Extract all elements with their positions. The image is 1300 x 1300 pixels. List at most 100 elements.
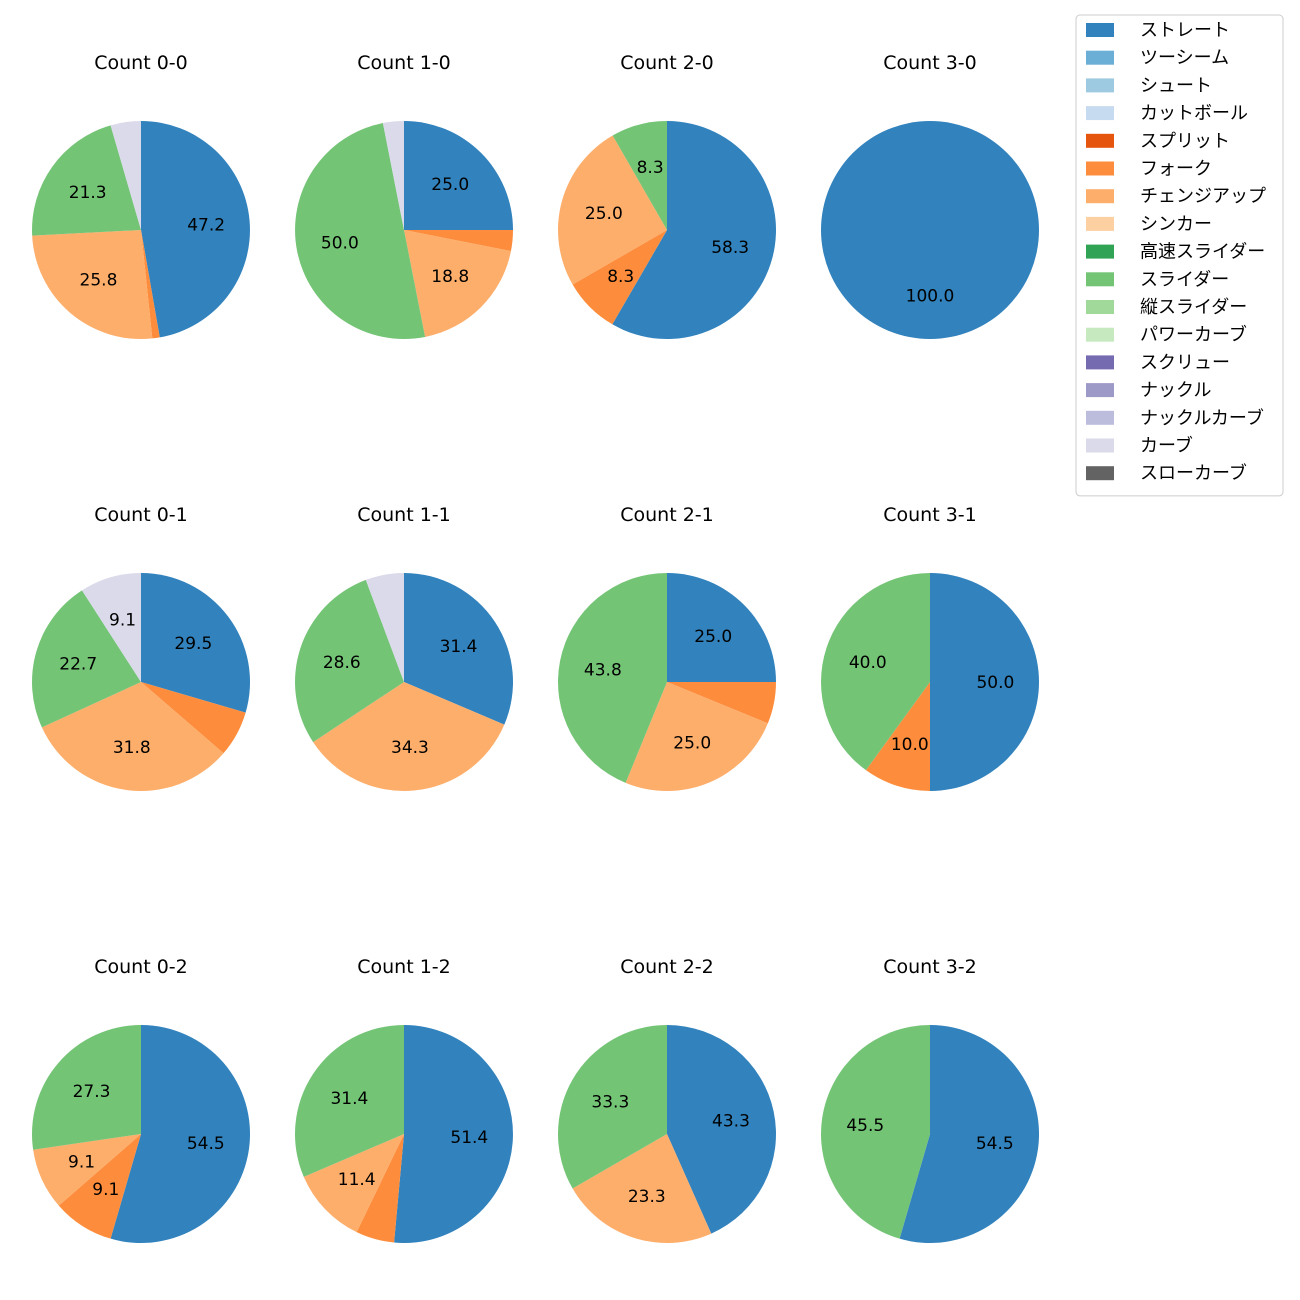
slice-label: 25.0 — [694, 627, 732, 647]
slice-label: 22.7 — [59, 655, 97, 675]
pie-slice — [31, 590, 141, 728]
pie-slice — [667, 1025, 776, 1234]
pie-slice — [365, 573, 404, 682]
pie-slice — [557, 1025, 667, 1189]
pie-slice — [404, 230, 511, 337]
legend-label: ナックルカーブ — [1140, 407, 1264, 429]
pie-title: Count 2-0 — [620, 52, 714, 74]
pie-title: Count 0-1 — [94, 504, 188, 526]
pie-slice — [141, 573, 251, 713]
legend-swatch — [1086, 133, 1114, 148]
legend-swatch — [1086, 438, 1114, 453]
slice-label: 43.3 — [712, 1111, 750, 1131]
pie-slice — [382, 120, 404, 230]
slice-label: 25.0 — [431, 175, 469, 195]
slice-label: 45.5 — [846, 1116, 884, 1136]
pie-slice — [667, 573, 776, 682]
legend-swatch — [1086, 410, 1114, 425]
pie-title: Count 2-1 — [620, 504, 714, 526]
legend-label: スローカーブ — [1140, 462, 1247, 484]
legend-label: ナックル — [1140, 380, 1211, 401]
pie-slice — [404, 573, 514, 725]
slice-label: 9.1 — [68, 1152, 95, 1172]
legend-swatch — [1086, 272, 1114, 287]
legend-label: ツーシーム — [1140, 48, 1229, 69]
legend-label: カーブ — [1140, 435, 1193, 457]
legend-label: スプリット — [1140, 131, 1230, 152]
pie-slice — [294, 1025, 404, 1177]
pie-slice — [404, 230, 513, 252]
slice-label: 47.2 — [187, 215, 225, 235]
pie-slice — [33, 1134, 141, 1206]
pie-title: Count 1-1 — [357, 504, 451, 526]
slice-label: 50.0 — [976, 673, 1014, 693]
pie-count-0-2: Count 0-2 54.5 9.1 9.1 27.3 — [32, 956, 251, 1243]
pie-slice — [81, 573, 141, 682]
pie-title: Count 1-0 — [357, 52, 451, 74]
slice-label: 23.3 — [628, 1187, 666, 1207]
pie-count-2-2: Count 2-2 43.3 23.3 33.3 — [557, 956, 776, 1243]
pie-slice — [821, 121, 1039, 339]
pie-slice — [110, 121, 141, 230]
pie-count-1-1: Count 1-1 31.4 34.3 28.6 — [295, 504, 514, 792]
pie-slice — [41, 682, 224, 792]
legend-label: チェンジアップ — [1140, 186, 1266, 207]
pie-slice — [295, 123, 426, 339]
pie-slice — [110, 1025, 251, 1243]
legend-swatch — [1086, 189, 1114, 204]
pie-slice — [295, 579, 404, 743]
pie-count-2-0: Count 2-0 58.3 8.3 25.0 8.3 — [557, 52, 776, 339]
pie-title: Count 2-2 — [620, 956, 714, 978]
pie-title: Count 0-2 — [94, 956, 188, 978]
slice-label: 51.4 — [450, 1128, 488, 1148]
legend-swatch — [1086, 383, 1114, 398]
pie-count-3-2: Count 3-2 54.5 45.5 — [821, 956, 1040, 1243]
slice-label: 31.4 — [440, 637, 478, 657]
pie-slice — [612, 121, 776, 339]
legend-label: 縦スライダー — [1140, 297, 1247, 318]
pie-slice — [32, 1025, 142, 1150]
pie-slice — [930, 573, 1039, 791]
pie-title: Count 3-1 — [883, 504, 977, 526]
slice-label: 31.8 — [113, 738, 151, 758]
pie-count-2-1: Count 2-1 25.0 25.0 43.8 — [558, 504, 776, 791]
legend-label: シュート — [1140, 75, 1212, 96]
pie-count-1-0: Count 1-0 25.0 18.8 50.0 — [295, 52, 513, 339]
pie-slice — [821, 573, 930, 771]
pie-slice — [313, 682, 505, 792]
slice-label: 10.0 — [891, 735, 929, 755]
pie-count-0-0: Count 0-0 47.2 25.8 21.3 — [32, 52, 250, 339]
slice-label: 54.5 — [976, 1134, 1014, 1154]
pie-count-0-1: Count 0-1 29.5 31.8 22.7 9.1 — [31, 504, 251, 792]
slice-label: 29.5 — [174, 634, 212, 654]
slice-label: 100.0 — [906, 286, 955, 306]
slice-label: 27.3 — [73, 1082, 111, 1102]
pie-slice — [625, 682, 768, 791]
pie-slice — [404, 121, 513, 230]
slice-label: 9.1 — [109, 610, 136, 630]
slice-label: 8.3 — [637, 158, 664, 178]
pie-slice — [899, 1025, 1040, 1243]
legend-swatch — [1086, 78, 1114, 93]
legend-swatch — [1086, 161, 1114, 176]
pie-slice — [572, 230, 667, 325]
pie-slice — [356, 1134, 404, 1243]
slice-label: 33.3 — [591, 1092, 629, 1112]
slice-label: 21.3 — [69, 183, 107, 203]
slice-label: 25.0 — [585, 204, 623, 224]
legend-frame — [1075, 14, 1284, 497]
pie-slice — [572, 1134, 712, 1243]
legend-label: カットボール — [1140, 103, 1248, 124]
pie-slice — [141, 121, 250, 338]
slice-label: 34.3 — [391, 738, 429, 758]
legend-label: スライダー — [1140, 269, 1229, 290]
pie-slice — [141, 230, 160, 339]
legend-label: スクリュー — [1140, 352, 1230, 373]
pie-count-1-2: Count 1-2 51.4 11.4 31.4 — [294, 956, 513, 1243]
pie-slice — [32, 125, 141, 236]
legend-label: パワーカーブ — [1140, 324, 1247, 346]
slice-label: 18.8 — [431, 267, 469, 287]
slice-label: 25.8 — [80, 271, 118, 291]
pie-slice — [667, 682, 776, 724]
